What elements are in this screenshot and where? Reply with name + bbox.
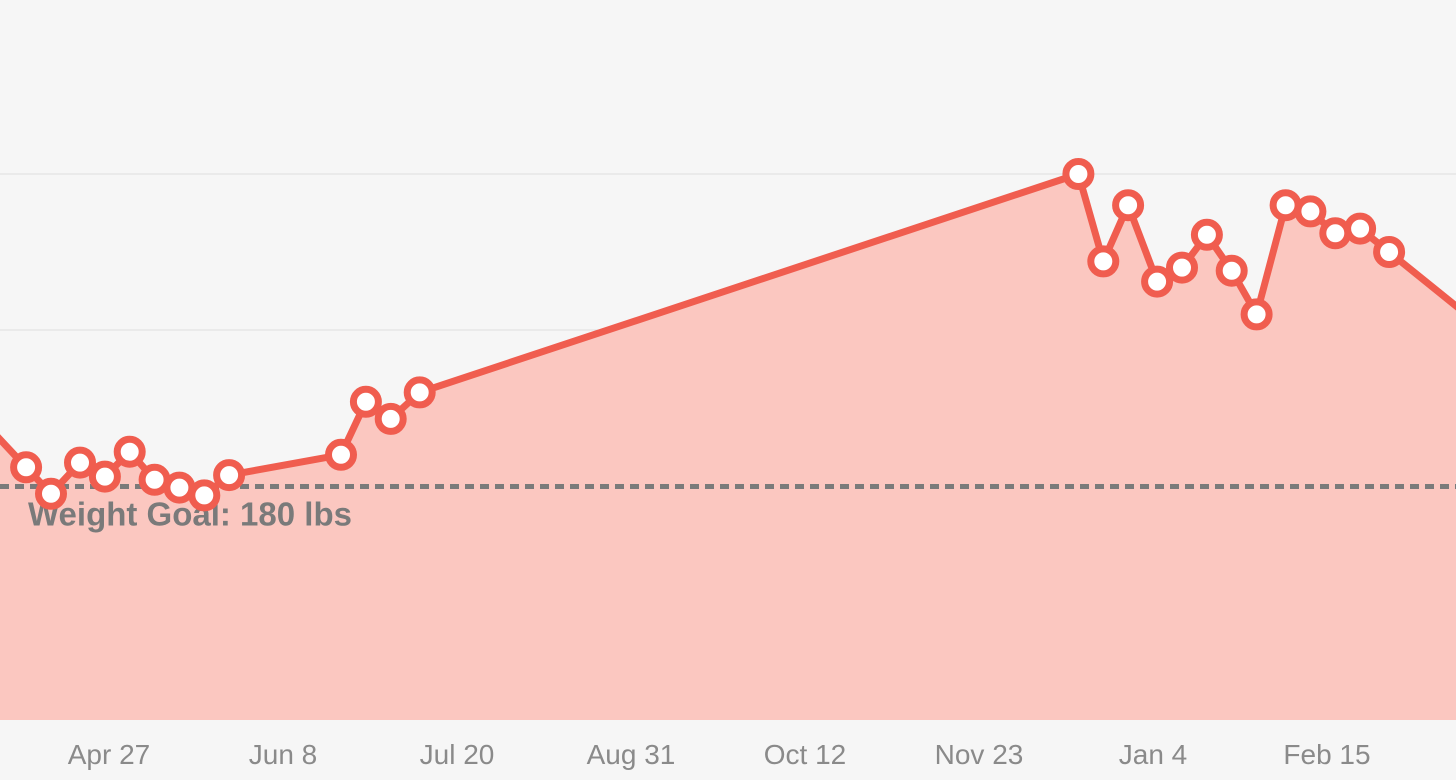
data-point[interactable] [1190, 218, 1223, 251]
data-point[interactable] [113, 435, 146, 468]
data-point[interactable] [188, 479, 221, 512]
data-point[interactable] [349, 385, 382, 418]
data-point[interactable] [1344, 212, 1377, 245]
data-point[interactable] [35, 477, 67, 510]
data-point[interactable] [1141, 265, 1174, 298]
x-tick-label: Nov 23 [935, 739, 1024, 770]
data-point[interactable] [1240, 298, 1273, 331]
data-point[interactable] [1373, 236, 1406, 268]
data-point[interactable] [325, 438, 357, 471]
data-point[interactable] [1112, 189, 1145, 222]
data-point[interactable] [1319, 217, 1352, 250]
data-point[interactable] [213, 459, 246, 492]
data-point[interactable] [1294, 195, 1327, 228]
x-tick-label: Jan 4 [1119, 739, 1188, 770]
data-point[interactable] [88, 460, 121, 493]
data-point[interactable] [138, 463, 171, 496]
x-tick-label: Jun 8 [249, 739, 318, 770]
data-point[interactable] [1062, 158, 1095, 190]
data-point[interactable] [374, 402, 407, 435]
x-tick-label: Oct 12 [764, 739, 846, 770]
data-point[interactable] [1215, 254, 1248, 287]
x-tick-label: Feb 15 [1283, 739, 1370, 770]
data-point[interactable] [64, 446, 96, 479]
x-tick-label: Apr 27 [68, 739, 151, 770]
data-point[interactable] [10, 451, 43, 484]
data-point[interactable] [1087, 245, 1120, 278]
data-point[interactable] [1269, 189, 1302, 222]
weight-area-fill [0, 174, 1456, 720]
data-point[interactable] [163, 471, 196, 504]
x-tick-label: Jul 20 [420, 739, 495, 770]
x-tick-label: Aug 31 [587, 739, 676, 770]
data-point[interactable] [1166, 251, 1198, 284]
data-point[interactable] [403, 376, 436, 409]
